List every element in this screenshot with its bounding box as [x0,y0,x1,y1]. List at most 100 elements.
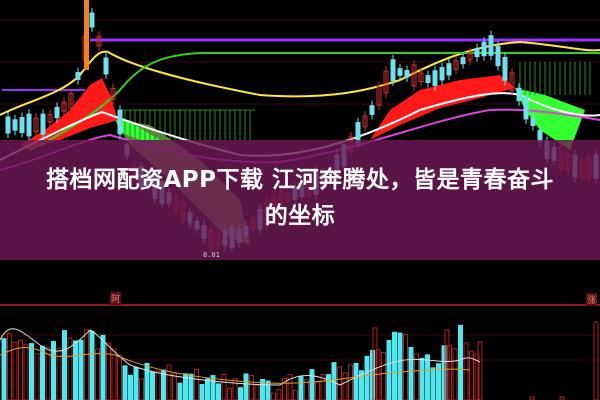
volume-bar [452,348,458,400]
candle-body [453,60,459,70]
marker-right: 涨 [586,293,598,306]
volume-bar [408,346,414,400]
volume-bar [139,378,144,400]
volume-bar [372,327,378,400]
volume-bar [559,396,565,400]
candle-body [460,57,466,65]
volume-bar [150,371,155,400]
headline: 搭档网配资APP下载 江河奔腾处，皆是青春奋斗 的坐标 [0,162,600,234]
volume-bar [249,374,254,400]
volume-bar [430,367,436,400]
candle-body [5,116,11,134]
ma-green-line [29,52,600,151]
volume-bar [436,363,441,400]
volume-bar [62,330,67,400]
volume-bar [298,376,304,400]
volume-bar [474,353,480,400]
volume-bar [403,334,408,400]
volume-bar [172,373,177,400]
volume-bars [1,321,599,400]
volume-bar [45,346,51,400]
candle-body [383,70,389,94]
candle-body [26,113,32,137]
volume-bar [309,369,315,400]
volume-bar [100,334,106,400]
candle-body [89,12,95,28]
candle-body [362,115,368,128]
candle-body [425,75,431,83]
candle-body [488,35,494,56]
volume-bar [106,342,111,400]
candle-body [446,63,452,76]
volume-bar [84,329,89,400]
volume-bar [183,373,188,400]
volume-bar [89,330,95,400]
volume-ma-yellow [0,347,471,384]
volume-bar [593,321,599,400]
volume-bar [315,381,320,400]
volume-bar [477,341,483,400]
volume-bar [111,348,117,400]
volume-bar [12,341,18,400]
volume-bar [210,375,216,400]
volume-ma-white [0,328,481,386]
candle-body [96,35,102,47]
candle-body [19,116,25,134]
candle-body [376,86,382,106]
volume-bar [155,370,161,400]
volume-bar [166,364,172,400]
candle-body [12,119,18,131]
volume-bar [144,362,150,400]
volume-bar [122,365,128,400]
volume-bar [463,342,469,400]
volume-bar [133,366,139,400]
volume-bar [458,324,463,400]
volume-bar [73,340,78,400]
volume-bar [67,337,73,400]
volume-bar [243,373,249,400]
candle-body [509,72,515,91]
volume-bar [78,339,84,400]
volume-bar [304,379,309,400]
volume-bar [276,389,282,400]
volume-bar [353,362,359,400]
volume-bar [34,353,40,400]
volume-bar [414,353,419,400]
candle-body [84,0,89,70]
volume-bar [326,374,331,400]
volume-bar [221,373,227,400]
volume-bar [271,392,276,400]
volume-bar [199,384,205,400]
volume-bar [425,354,430,400]
volume-bar [419,357,425,400]
volume-bar [364,355,370,400]
candle-body [523,96,529,120]
candle-body [481,41,487,57]
candle-body [495,45,501,67]
green-fill-band-2 [515,88,585,150]
volume-bar [23,344,29,400]
candle-body [418,72,424,83]
volume-bar [216,383,221,400]
volume-bar [287,374,293,400]
candle-body [68,92,74,109]
candle-body [33,117,39,133]
volume-bar [95,348,100,400]
volume-bar [397,332,403,400]
candle-body [439,67,445,81]
volume-bar [117,354,122,400]
volume-bar [238,387,243,400]
candle-body [103,57,109,75]
candle-body [474,48,480,57]
volume-bar [205,378,210,400]
candle-body [75,72,81,80]
candle-body [502,56,508,81]
volume-bar [342,372,348,400]
candle-body [110,87,116,101]
volume-bar [177,382,183,400]
headline-overlay [0,140,600,260]
volume-bar [1,338,7,400]
candle-body [404,70,410,78]
volume-bar [444,329,450,400]
candle-body [530,117,536,127]
